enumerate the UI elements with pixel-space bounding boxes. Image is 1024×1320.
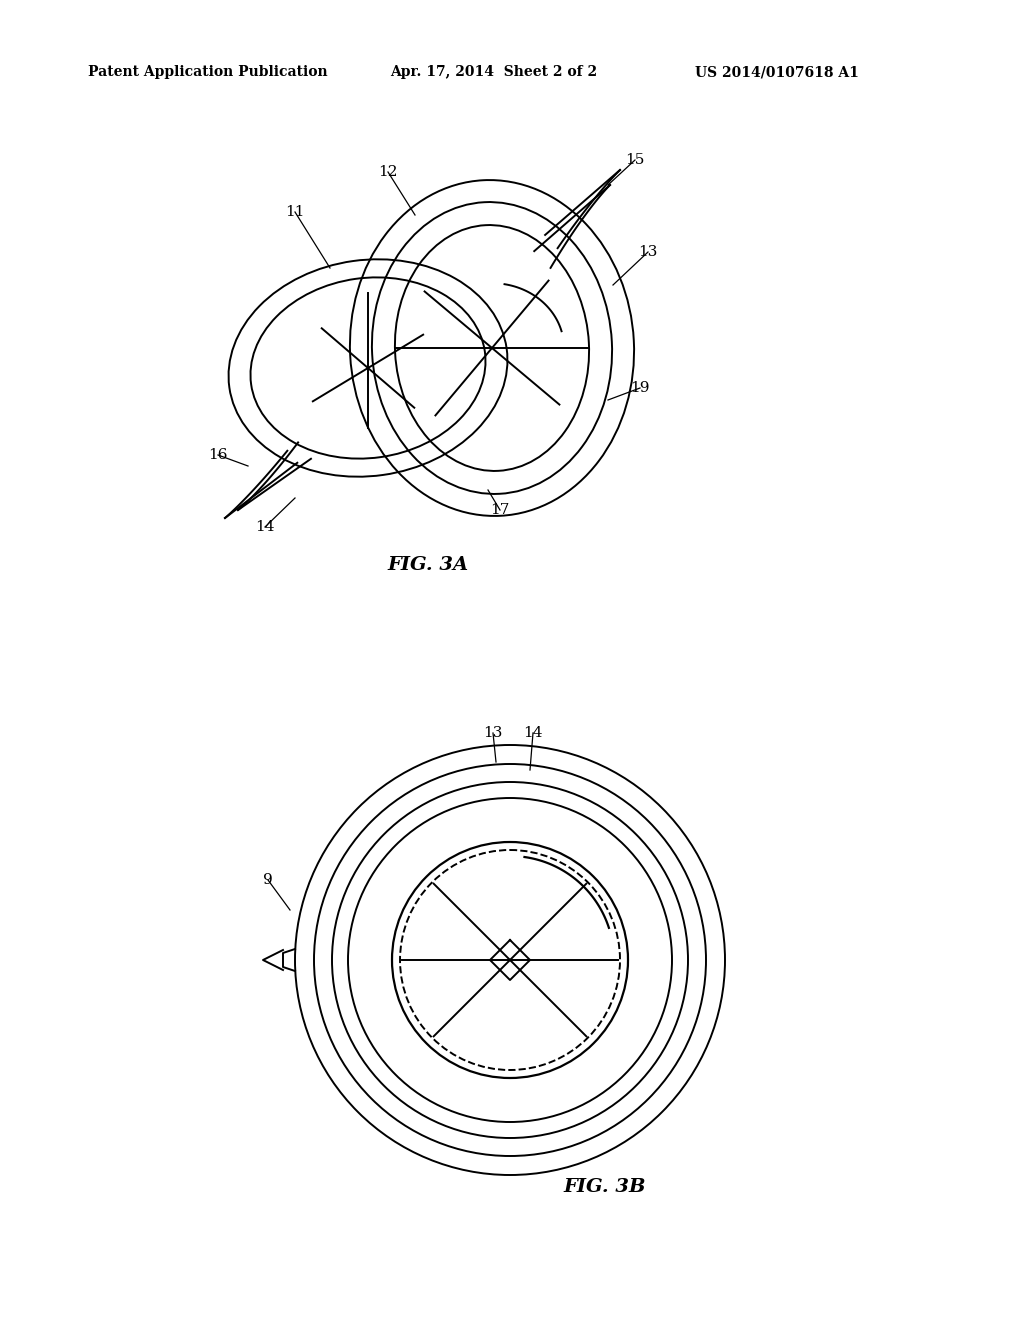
Text: Apr. 17, 2014  Sheet 2 of 2: Apr. 17, 2014 Sheet 2 of 2 xyxy=(390,65,597,79)
Text: 14: 14 xyxy=(523,726,543,741)
Text: 9: 9 xyxy=(263,873,272,887)
Text: 14: 14 xyxy=(255,520,274,535)
Text: 19: 19 xyxy=(630,381,650,395)
Text: 15: 15 xyxy=(626,153,645,168)
Text: FIG. 3B: FIG. 3B xyxy=(564,1177,646,1196)
Text: FIG. 3A: FIG. 3A xyxy=(387,556,469,574)
Text: Patent Application Publication: Patent Application Publication xyxy=(88,65,328,79)
Text: 13: 13 xyxy=(638,246,657,259)
Text: 12: 12 xyxy=(378,165,397,180)
Text: 16: 16 xyxy=(208,447,227,462)
Text: US 2014/0107618 A1: US 2014/0107618 A1 xyxy=(695,65,859,79)
Text: 11: 11 xyxy=(286,205,305,219)
Text: 17: 17 xyxy=(490,503,510,517)
Text: 13: 13 xyxy=(483,726,503,741)
